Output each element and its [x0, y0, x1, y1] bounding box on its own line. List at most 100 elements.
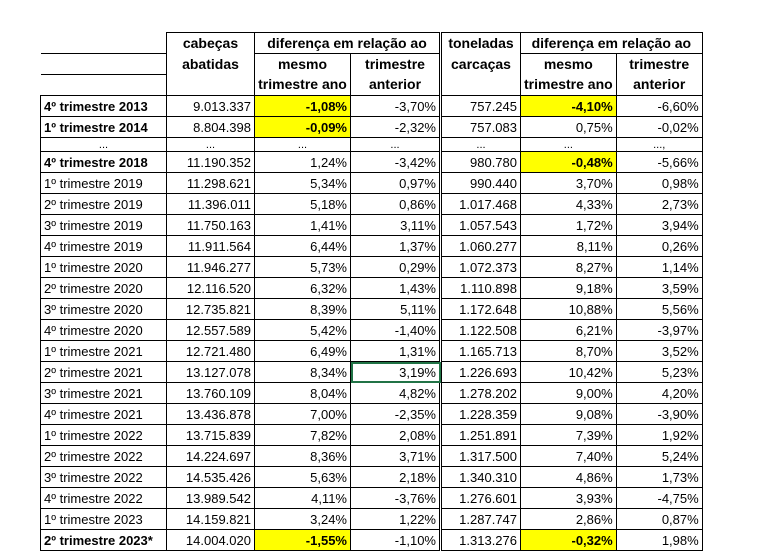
- toneladas-vs-prev-cell[interactable]: 0,87%: [615, 508, 703, 530]
- row-label[interactable]: ...: [40, 137, 167, 152]
- cabecas-vs-year-cell[interactable]: -0,09%: [254, 116, 351, 138]
- header-toneladas-line2[interactable]: carcaças: [439, 53, 521, 75]
- toneladas-vs-year-cell[interactable]: 8,27%: [520, 256, 617, 278]
- toneladas-cell[interactable]: 1.110.898: [439, 277, 521, 299]
- cabecas-vs-year-cell[interactable]: 8,36%: [254, 445, 351, 467]
- toneladas-vs-year-cell[interactable]: 1,72%: [520, 214, 617, 236]
- toneladas-vs-prev-cell[interactable]: 0,26%: [615, 235, 703, 257]
- cabecas-vs-year-cell[interactable]: 6,49%: [254, 340, 351, 362]
- cabecas-cell[interactable]: 11.190.352: [166, 151, 255, 173]
- toneladas-vs-prev-cell[interactable]: 3,52%: [615, 340, 703, 362]
- row-label[interactable]: 1º trimestre 2019: [40, 172, 167, 194]
- toneladas-cell[interactable]: 1.287.747: [439, 508, 521, 530]
- cabecas-vs-year-cell[interactable]: 5,63%: [254, 466, 351, 488]
- row-label[interactable]: 3º trimestre 2019: [40, 214, 167, 236]
- row-label[interactable]: 1º trimestre 2014: [40, 116, 167, 138]
- cabecas-vs-prev-cell[interactable]: ...: [350, 137, 441, 152]
- cabecas-vs-year-cell[interactable]: 5,34%: [254, 172, 351, 194]
- toneladas-cell[interactable]: 1.226.693: [439, 361, 521, 383]
- toneladas-cell[interactable]: 1.057.543: [439, 214, 521, 236]
- cabecas-vs-year-cell[interactable]: -1,55%: [254, 529, 351, 551]
- cabecas-vs-prev-cell[interactable]: 0,86%: [350, 193, 441, 215]
- toneladas-vs-prev-cell[interactable]: -6,60%: [615, 95, 703, 117]
- row-label[interactable]: 3º trimestre 2021: [40, 382, 167, 404]
- row-label[interactable]: 1º trimestre 2021: [40, 340, 167, 362]
- toneladas-vs-prev-cell[interactable]: 5,24%: [615, 445, 703, 467]
- header-cabecas-line3[interactable]: [166, 74, 255, 96]
- toneladas-vs-year-cell[interactable]: 7,39%: [520, 424, 617, 446]
- row-label[interactable]: 4º trimestre 2022: [40, 487, 167, 509]
- cabecas-cell[interactable]: 11.946.277: [166, 256, 255, 278]
- row-label[interactable]: 2º trimestre 2023*: [40, 529, 167, 551]
- cabecas-vs-year-cell[interactable]: 5,73%: [254, 256, 351, 278]
- row-label[interactable]: 2º trimestre 2022: [40, 445, 167, 467]
- toneladas-vs-year-cell[interactable]: 8,70%: [520, 340, 617, 362]
- cabecas-vs-year-cell[interactable]: ...: [254, 137, 351, 152]
- header-g2-sub2-line2[interactable]: anterior: [615, 74, 703, 96]
- toneladas-vs-prev-cell[interactable]: -3,97%: [615, 319, 703, 341]
- cabecas-cell[interactable]: 11.298.621: [166, 172, 255, 194]
- cabecas-vs-prev-cell[interactable]: 5,11%: [350, 298, 441, 320]
- cabecas-vs-prev-cell[interactable]: 3,11%: [350, 214, 441, 236]
- header-g1-sub2-line2[interactable]: anterior: [350, 74, 441, 96]
- cabecas-vs-year-cell[interactable]: 6,32%: [254, 277, 351, 299]
- toneladas-vs-year-cell[interactable]: 4,33%: [520, 193, 617, 215]
- cabecas-vs-prev-cell[interactable]: -1,10%: [350, 529, 441, 551]
- row-label[interactable]: 2º trimestre 2021: [40, 361, 167, 383]
- header-g1-sub2-line1[interactable]: trimestre: [350, 53, 441, 75]
- toneladas-vs-year-cell[interactable]: -0,32%: [520, 529, 617, 551]
- header-g1-sub1-line1[interactable]: mesmo: [254, 53, 351, 75]
- toneladas-cell[interactable]: 1.172.648: [439, 298, 521, 320]
- toneladas-vs-year-cell[interactable]: 0,75%: [520, 116, 617, 138]
- corner-cell[interactable]: [40, 74, 167, 96]
- corner-cell[interactable]: [40, 32, 167, 54]
- cabecas-cell[interactable]: 13.715.839: [166, 424, 255, 446]
- header-g2-sub2-line1[interactable]: trimestre: [615, 53, 703, 75]
- toneladas-vs-year-cell[interactable]: 10,42%: [520, 361, 617, 383]
- toneladas-vs-year-cell[interactable]: 4,86%: [520, 466, 617, 488]
- toneladas-vs-prev-cell[interactable]: 3,94%: [615, 214, 703, 236]
- toneladas-vs-prev-cell[interactable]: 5,23%: [615, 361, 703, 383]
- cabecas-cell[interactable]: 11.911.564: [166, 235, 255, 257]
- cabecas-cell[interactable]: 13.989.542: [166, 487, 255, 509]
- cabecas-vs-year-cell[interactable]: 8,39%: [254, 298, 351, 320]
- toneladas-cell[interactable]: 1.017.468: [439, 193, 521, 215]
- toneladas-cell[interactable]: 1.122.508: [439, 319, 521, 341]
- toneladas-vs-prev-cell[interactable]: 3,59%: [615, 277, 703, 299]
- cabecas-cell[interactable]: 12.735.821: [166, 298, 255, 320]
- cabecas-vs-prev-cell[interactable]: 1,37%: [350, 235, 441, 257]
- cabecas-cell[interactable]: 12.116.520: [166, 277, 255, 299]
- cabecas-vs-year-cell[interactable]: -1,08%: [254, 95, 351, 117]
- header-toneladas-line3[interactable]: [439, 74, 521, 96]
- header-cabecas-line1[interactable]: cabeças: [166, 32, 255, 54]
- cabecas-cell[interactable]: ...: [166, 137, 255, 152]
- row-label[interactable]: 1º trimestre 2023: [40, 508, 167, 530]
- toneladas-vs-year-cell[interactable]: 9,08%: [520, 403, 617, 425]
- header-cabecas-line2[interactable]: abatidas: [166, 53, 255, 75]
- toneladas-vs-prev-cell[interactable]: -5,66%: [615, 151, 703, 173]
- toneladas-cell[interactable]: 1.340.310: [439, 466, 521, 488]
- row-label[interactable]: 2º trimestre 2020: [40, 277, 167, 299]
- row-label[interactable]: 1º trimestre 2020: [40, 256, 167, 278]
- toneladas-cell[interactable]: 1.276.601: [439, 487, 521, 509]
- cabecas-vs-prev-cell[interactable]: 2,08%: [350, 424, 441, 446]
- row-label[interactable]: 2º trimestre 2019: [40, 193, 167, 215]
- row-label[interactable]: 1º trimestre 2022: [40, 424, 167, 446]
- toneladas-vs-year-cell[interactable]: 10,88%: [520, 298, 617, 320]
- toneladas-vs-year-cell[interactable]: 3,70%: [520, 172, 617, 194]
- toneladas-cell[interactable]: ...: [439, 137, 521, 152]
- cabecas-cell[interactable]: 8.804.398: [166, 116, 255, 138]
- cabecas-cell[interactable]: 9.013.337: [166, 95, 255, 117]
- toneladas-cell[interactable]: 757.245: [439, 95, 521, 117]
- row-label[interactable]: 3º trimestre 2020: [40, 298, 167, 320]
- row-label[interactable]: 4º trimestre 2019: [40, 235, 167, 257]
- cabecas-cell[interactable]: 14.535.426: [166, 466, 255, 488]
- toneladas-vs-prev-cell[interactable]: 1,92%: [615, 424, 703, 446]
- cabecas-vs-year-cell[interactable]: 7,82%: [254, 424, 351, 446]
- toneladas-vs-prev-cell[interactable]: 1,98%: [615, 529, 703, 551]
- corner-cell[interactable]: [40, 53, 167, 75]
- toneladas-vs-year-cell[interactable]: -4,10%: [520, 95, 617, 117]
- cabecas-vs-year-cell[interactable]: 7,00%: [254, 403, 351, 425]
- cabecas-vs-year-cell[interactable]: 3,24%: [254, 508, 351, 530]
- toneladas-cell[interactable]: 1.251.891: [439, 424, 521, 446]
